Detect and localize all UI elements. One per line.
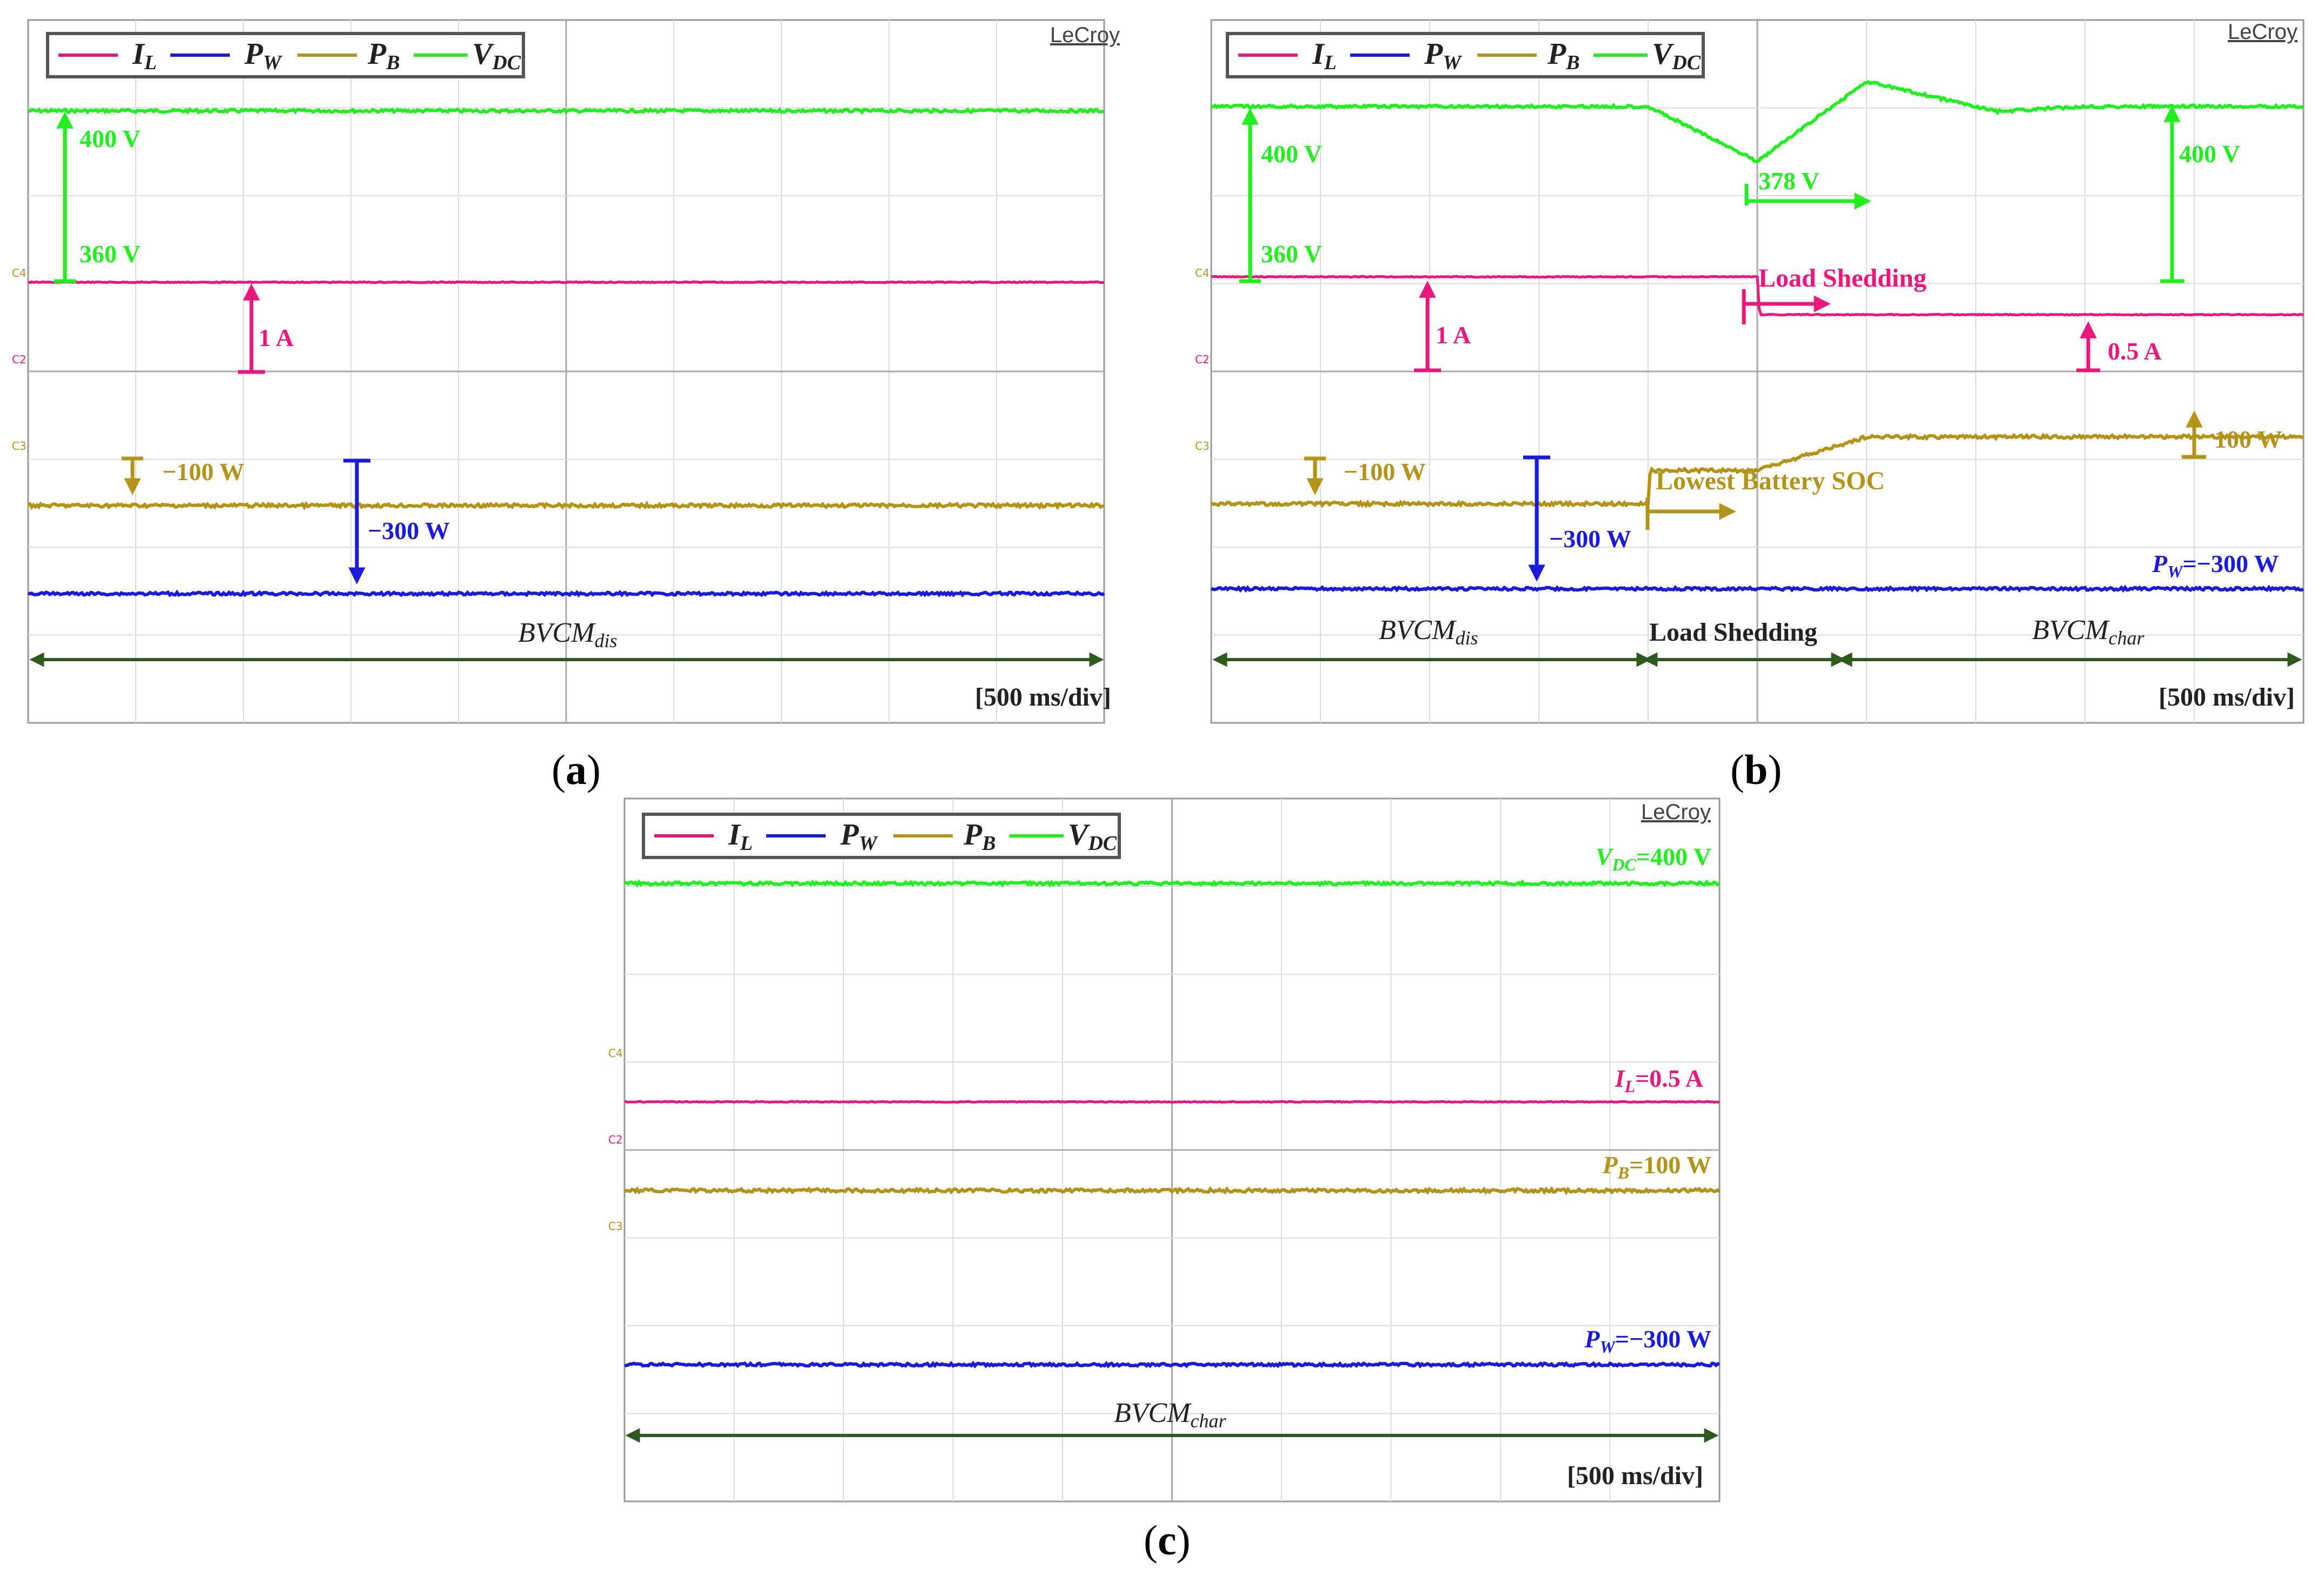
c2-marker-a: C2	[12, 353, 26, 366]
c2-marker-c: C2	[608, 1133, 623, 1146]
label-load-shedding: Load Shedding	[1758, 264, 1927, 292]
caption-a: (a)	[552, 746, 601, 793]
trace-pb-c	[623, 1186, 1721, 1195]
grid-c	[625, 799, 1719, 1501]
label-pb-c: PB=100 W	[1602, 1151, 1711, 1182]
c3-marker-a: C3	[12, 440, 26, 453]
legend-il-label: IL	[132, 37, 157, 74]
legend-vdc-label-c: VDC	[1068, 818, 1117, 855]
trace-pw-c	[624, 1360, 1720, 1369]
legend-c-items: IL PW PB VDC	[654, 818, 1117, 855]
c3-marker-b: C3	[1195, 440, 1210, 453]
timebase-a: [500 ms/div]	[975, 683, 1111, 712]
trace-pw-a	[28, 589, 1105, 598]
lecroy-logo-c: LeCroy	[1641, 800, 1711, 824]
label-378v: 378 V	[1758, 167, 1820, 195]
label-100w-b: 100 W	[2214, 426, 2282, 453]
label-400v-a: 400 V	[79, 125, 141, 152]
legend-b	[1226, 32, 1705, 78]
caption-b: (b)	[1730, 746, 1782, 793]
label-1a-b: 1 A	[1436, 321, 1471, 349]
trace-vdc-b	[1211, 79, 2305, 163]
label-lowest-soc: Lowest Battery SOC	[1656, 467, 1885, 495]
label-05a: 0.5 A	[2108, 337, 2162, 365]
label-m100w-b: −100 W	[1344, 458, 1426, 486]
label-pw-b: PW=−300 W	[2152, 550, 2279, 581]
legend-vdc-label-b: VDC	[1652, 37, 1701, 74]
mode-label-char-b: BVCMchar	[2032, 615, 2145, 649]
trace-pw-b	[1210, 584, 2304, 593]
legend-pw-label-c: PW	[840, 818, 879, 855]
timebase-b: [500 ms/div]	[2159, 683, 2295, 712]
c4-marker-c: C4	[608, 1047, 623, 1060]
label-400v-b-right: 400 V	[2179, 140, 2240, 168]
label-400v-b-left: 400 V	[1261, 140, 1322, 168]
lecroy-logo-b: LeCroy	[2228, 20, 2298, 44]
legend-vdc-label: VDC	[472, 37, 521, 74]
legend-b-items: IL PW PB VDC	[1238, 37, 1701, 74]
c4-marker-a: C4	[12, 267, 26, 280]
trace-il-b	[1211, 275, 2304, 317]
panel-b: IL PW PB VDC LeCroy C4 C2 C3 400 V 360 V…	[1195, 19, 2305, 793]
label-m300w-a: −300 W	[368, 517, 450, 544]
lecroy-logo-a: LeCroy	[1050, 23, 1120, 47]
panel-c: IL PW PB VDC LeCroy C4 C2 C3 VDC=400 V I…	[608, 797, 1721, 1564]
c2-marker-b: C2	[1195, 353, 1210, 366]
trace-il-a	[28, 280, 1105, 284]
label-m100w-a: −100 W	[162, 458, 244, 486]
mode-label-ls-b: Load Shedding	[1649, 618, 1817, 647]
legend-pb-label-b: PB	[1547, 37, 1580, 74]
label-360v-a: 360 V	[79, 240, 141, 268]
label-1a-a: 1 A	[258, 324, 294, 351]
legend-il-label-b: IL	[1312, 37, 1337, 74]
legend-a-items: IL PW PB VDC	[58, 37, 521, 74]
label-m300w-b: −300 W	[1549, 525, 1631, 553]
panel-a: IL PW PB VDC LeCroy C4 C2 C3 400 V 360 V…	[12, 19, 1120, 793]
grid-a	[28, 20, 1104, 723]
trace-il-c	[624, 1100, 1720, 1104]
legend-pb-label-c: PB	[963, 818, 996, 855]
mode-label-c: BVCMchar	[1114, 1398, 1227, 1432]
mode-label-dis-b: BVCMdis	[1379, 615, 1478, 649]
label-pw-c: PW=−300 W	[1584, 1325, 1711, 1357]
c3-marker-c: C3	[608, 1220, 623, 1233]
legend-pw-label: PW	[244, 37, 283, 74]
legend-pw-label-b: PW	[1424, 37, 1463, 74]
c4-marker-b: C4	[1195, 267, 1210, 280]
legend-il-label-c: IL	[728, 818, 753, 855]
legend-pb-label: PB	[367, 37, 400, 74]
caption-c: (c)	[1144, 1517, 1191, 1564]
timebase-c: [500 ms/div]	[1567, 1461, 1703, 1490]
label-360v-b: 360 V	[1261, 240, 1322, 268]
trace-vdc-c	[624, 879, 1719, 888]
trace-pb-a	[28, 501, 1105, 511]
trace-pb-b	[1210, 433, 2304, 508]
label-il-c: IL=0.5 A	[1615, 1065, 1703, 1096]
label-vdc-c: VDC=400 V	[1596, 843, 1711, 874]
mode-label-a: BVCMdis	[518, 617, 617, 651]
trace-vdc-a	[28, 107, 1105, 115]
